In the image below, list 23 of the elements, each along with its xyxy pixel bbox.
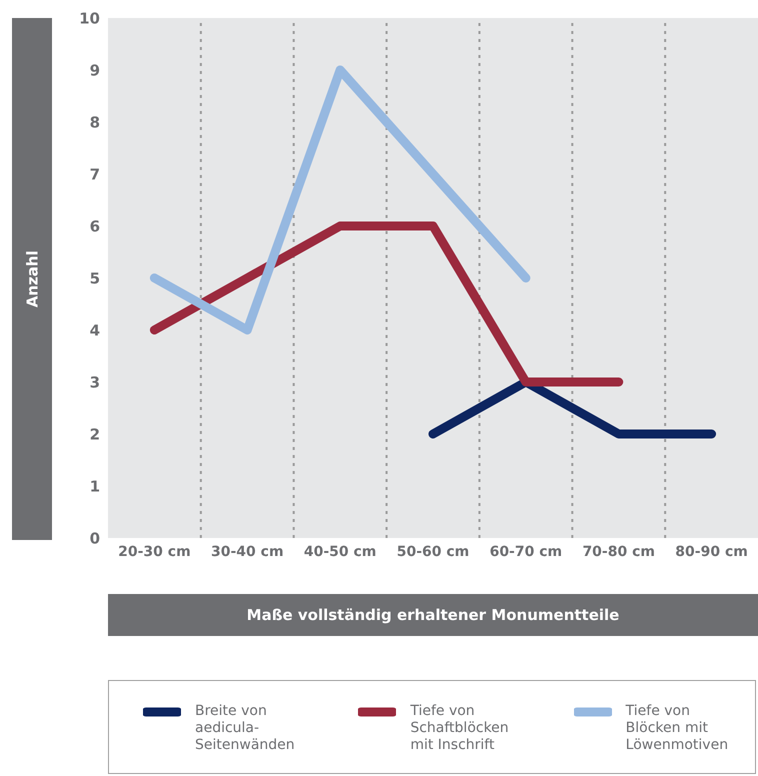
x-axis-title: Maße vollständig erhaltener Monumentteile	[108, 594, 758, 636]
x-tick-label: 20-30 cm	[118, 544, 191, 560]
y-tick-label: 4	[90, 321, 100, 340]
x-tick-label: 40-50 cm	[304, 544, 376, 560]
legend-label: Tiefe von Blöcken mit Löwenmotiven	[626, 703, 730, 754]
legend-label: Tiefe von Schaftblöcken mit Inschrift	[410, 703, 510, 754]
y-tick-label: 8	[90, 113, 100, 132]
legend-label: Breite von aedicula-Seitenwänden	[195, 703, 296, 754]
y-tick-label: 3	[90, 373, 100, 392]
x-tick-label: 30-40 cm	[211, 544, 284, 560]
y-tick-label: 10	[79, 9, 100, 28]
y-tick-label: 5	[90, 269, 100, 288]
y-tick-label: 7	[90, 165, 100, 184]
x-tick-label: 70-80 cm	[582, 544, 655, 560]
x-tick-label: 60-70 cm	[490, 544, 562, 560]
y-tick-label: 9	[90, 61, 100, 80]
x-tick-label: 80-90 cm	[675, 544, 748, 560]
y-tick-label: 2	[90, 425, 100, 444]
y-tick-label: 6	[90, 217, 100, 236]
y-tick-label: 0	[90, 529, 100, 548]
y-axis-title: Anzahl	[23, 250, 41, 308]
y-tick-label: 1	[90, 477, 100, 496]
x-tick-label: 50-60 cm	[396, 544, 470, 560]
